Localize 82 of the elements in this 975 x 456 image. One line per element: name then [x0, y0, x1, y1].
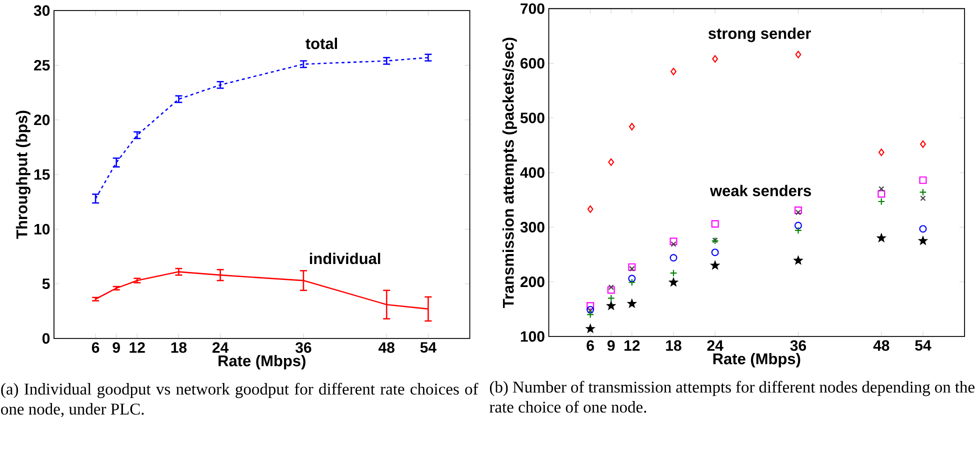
- x-tick-label: 24: [212, 342, 229, 352]
- text: (a) Individual goodput vs network goodput for different rate choices of one node, under PLC.: [1, 382, 478, 417]
- point: [608, 158, 614, 166]
- y-tick-label: 25: [34, 60, 50, 70]
- x-tick-label: 24: [707, 340, 724, 350]
- series-label: strong sender: [708, 27, 811, 42]
- x-tick-label: 48: [378, 342, 394, 353]
- point: [795, 209, 802, 216]
- y-axis-title: Transmission attempts (packets/sec): [502, 38, 517, 308]
- point: [794, 206, 802, 214]
- y-tick-label: 30: [34, 5, 50, 16]
- x-tick-label: 9: [112, 342, 120, 353]
- text: (b) Number of transmission attempts for different nodes depending on the rate choice of one node.: [490, 380, 974, 413]
- point: [628, 263, 636, 271]
- y-tick-label: 15: [34, 169, 50, 180]
- y-tick-label: 5: [42, 278, 50, 289]
- point: [586, 310, 594, 318]
- point: [628, 274, 636, 282]
- point: [878, 186, 884, 192]
- x-tick-label: 54: [915, 340, 932, 350]
- x-tick-label: 54: [420, 342, 436, 352]
- point: [919, 188, 927, 196]
- point: [670, 68, 676, 75]
- series-label: individual: [310, 252, 380, 264]
- point: [878, 148, 884, 156]
- x-tick-label: 6: [586, 340, 594, 351]
- annotation: weak senders: [710, 184, 811, 196]
- y-tick-label: 20: [34, 114, 50, 125]
- point: [587, 205, 594, 213]
- point: [712, 54, 718, 62]
- point: [710, 260, 720, 269]
- point: [670, 269, 678, 277]
- point: [670, 254, 678, 262]
- point: [628, 122, 635, 130]
- point: [628, 299, 636, 308]
- point: [629, 266, 635, 272]
- point: [918, 236, 928, 244]
- y-tick-label: 10: [34, 224, 50, 234]
- y-tick-label: 600: [520, 58, 544, 68]
- point: [920, 195, 926, 201]
- point: [586, 302, 594, 310]
- point: [794, 226, 802, 234]
- point: [608, 284, 614, 290]
- y-tick-label: 200: [520, 276, 544, 287]
- x-tick-label: 18: [171, 342, 187, 353]
- point: [628, 278, 636, 286]
- x-tick-label: 12: [624, 340, 640, 350]
- point: [606, 301, 616, 310]
- point: [607, 294, 615, 302]
- y-tick-label: 100: [520, 330, 544, 342]
- x-tick-label: 48: [873, 340, 890, 351]
- point: [878, 198, 886, 206]
- y-tick-label: 400: [520, 167, 544, 178]
- y-tick-label: 300: [520, 222, 544, 232]
- x-tick-label: 12: [130, 342, 145, 352]
- point: [919, 176, 927, 184]
- point: [794, 222, 802, 230]
- point: [919, 224, 927, 232]
- point: [877, 234, 886, 242]
- x-tick-label: 9: [607, 340, 615, 351]
- point: [670, 241, 676, 247]
- x-axis-title: Rate (Mbps): [713, 352, 800, 368]
- y-axis-title: Throughput (bps): [16, 110, 30, 239]
- point: [794, 256, 802, 264]
- point: [711, 248, 719, 256]
- y-tick-label: 0: [42, 332, 50, 344]
- series-label: total: [306, 38, 338, 49]
- y-tick-label: 700: [520, 3, 544, 14]
- x-tick-label: 18: [666, 340, 682, 351]
- x-axis-title: Rate (Mbps): [218, 354, 306, 370]
- point: [920, 140, 926, 148]
- point: [607, 286, 615, 294]
- point: [711, 220, 719, 228]
- point: [670, 237, 678, 245]
- x-tick-label: 6: [92, 342, 100, 353]
- y-tick-label: 500: [520, 112, 544, 123]
- point: [795, 50, 802, 58]
- point: [586, 324, 595, 332]
- x-tick-label: 36: [295, 342, 312, 353]
- x-tick-label: 36: [790, 340, 806, 351]
- point: [669, 278, 678, 286]
- point: [878, 190, 886, 198]
